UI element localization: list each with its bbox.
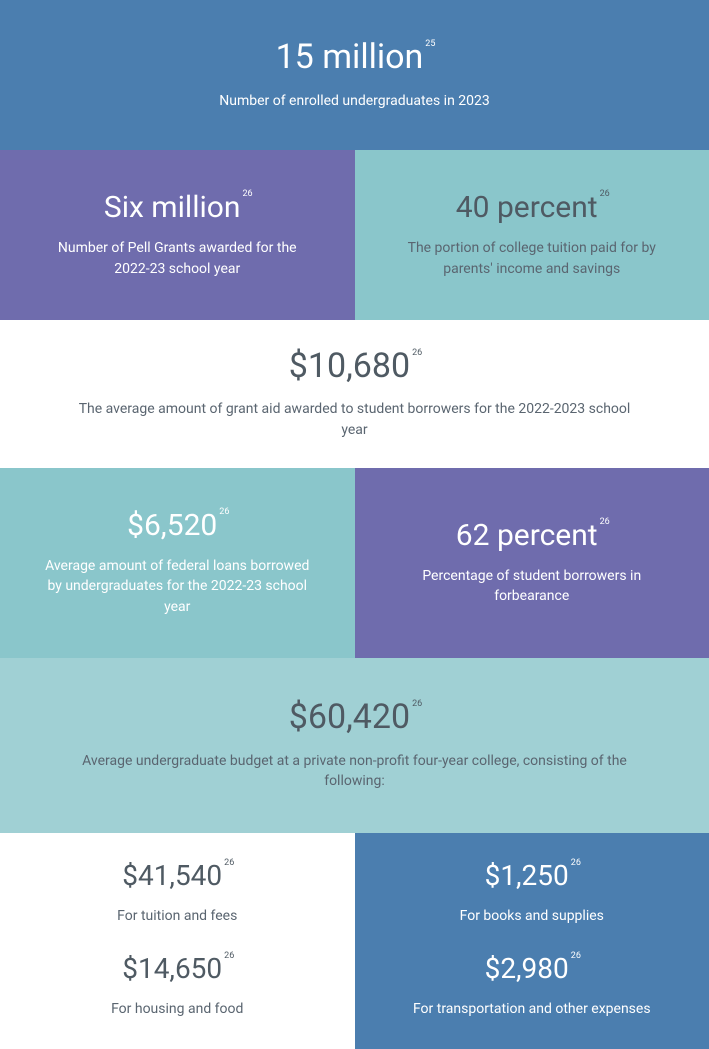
stat-value: 15 million25	[276, 39, 434, 76]
stat-desc: Average amount of federal loans borrowed…	[42, 556, 313, 617]
budget-col-right: $1,25026 For books and supplies $2,98026…	[355, 833, 709, 1049]
footnote-ref: 26	[219, 507, 229, 517]
stat-books-supplies: $1,25026 For books and supplies	[379, 855, 686, 944]
stat-forbearance: 62 percent26 Percentage of student borro…	[355, 468, 709, 658]
stat-value: $60,42026	[289, 699, 420, 736]
stat-value: $6,52026	[127, 509, 227, 542]
stat-desc: For tuition and fees	[117, 906, 237, 926]
stat-number: 62 percent	[456, 518, 598, 553]
footnote-ref: 26	[571, 858, 581, 868]
footnote-ref: 26	[412, 348, 422, 358]
footnote-ref: 26	[600, 189, 610, 199]
stat-value: $14,65026	[122, 954, 232, 985]
stat-desc: Percentage of student borrowers in forbe…	[396, 566, 667, 607]
footnote-ref: 26	[224, 951, 234, 961]
stat-number: $10,680	[289, 346, 410, 386]
stat-transport-other: $2,98026 For transportation and other ex…	[379, 944, 686, 1023]
stat-desc: The portion of college tuition paid for …	[396, 238, 667, 279]
stat-undergrads: 15 million25 Number of enrolled undergra…	[0, 0, 709, 150]
footnote-ref: 25	[425, 39, 435, 49]
stat-tuition-parents: 40 percent26 The portion of college tuit…	[355, 150, 709, 320]
stat-value: $10,68026	[289, 348, 420, 385]
stat-number: 40 percent	[456, 190, 598, 225]
stat-value: 62 percent26	[456, 519, 608, 552]
stat-number: Six million	[104, 190, 241, 225]
stat-value: Six million26	[104, 191, 251, 224]
stat-value: $2,98026	[485, 954, 579, 985]
stat-number: $1,250	[485, 859, 569, 892]
footnote-ref: 26	[412, 699, 422, 709]
footnote-ref: 26	[571, 951, 581, 961]
stat-value: 40 percent26	[456, 191, 608, 224]
stat-number: $2,980	[485, 952, 569, 985]
stat-federal-loans: $6,52026 Average amount of federal loans…	[0, 468, 355, 658]
stat-number: $14,650	[122, 952, 222, 985]
footnote-ref: 26	[600, 517, 610, 527]
stat-desc: Average undergraduate budget at a privat…	[69, 751, 640, 792]
stat-desc: For books and supplies	[460, 906, 604, 926]
stat-desc: The average amount of grant aid awarded …	[69, 399, 640, 440]
footnote-ref: 26	[242, 189, 252, 199]
stat-desc: For housing and food	[111, 999, 243, 1019]
stat-tuition-fees: $41,54026 For tuition and fees	[24, 855, 331, 944]
stat-grant-aid: $10,68026 The average amount of grant ai…	[0, 320, 709, 468]
stat-budget-total: $60,42026 Average undergraduate budget a…	[0, 658, 709, 833]
stat-number: $6,520	[127, 508, 217, 543]
footnote-ref: 26	[224, 858, 234, 868]
stat-housing-food: $14,65026 For housing and food	[24, 944, 331, 1023]
stat-desc: Number of Pell Grants awarded for the 20…	[42, 238, 313, 279]
stat-value: $41,54026	[122, 861, 232, 892]
stat-desc: For transportation and other expenses	[413, 999, 651, 1019]
stat-number: $60,420	[289, 697, 410, 737]
stat-pell-grants: Six million26 Number of Pell Grants awar…	[0, 150, 355, 320]
budget-col-left: $41,54026 For tuition and fees $14,65026…	[0, 833, 355, 1049]
stat-value: $1,25026	[485, 861, 579, 892]
stat-number: 15 million	[276, 37, 424, 77]
stat-number: $41,540	[122, 859, 222, 892]
stat-desc: Number of enrolled undergraduates in 202…	[219, 91, 490, 111]
